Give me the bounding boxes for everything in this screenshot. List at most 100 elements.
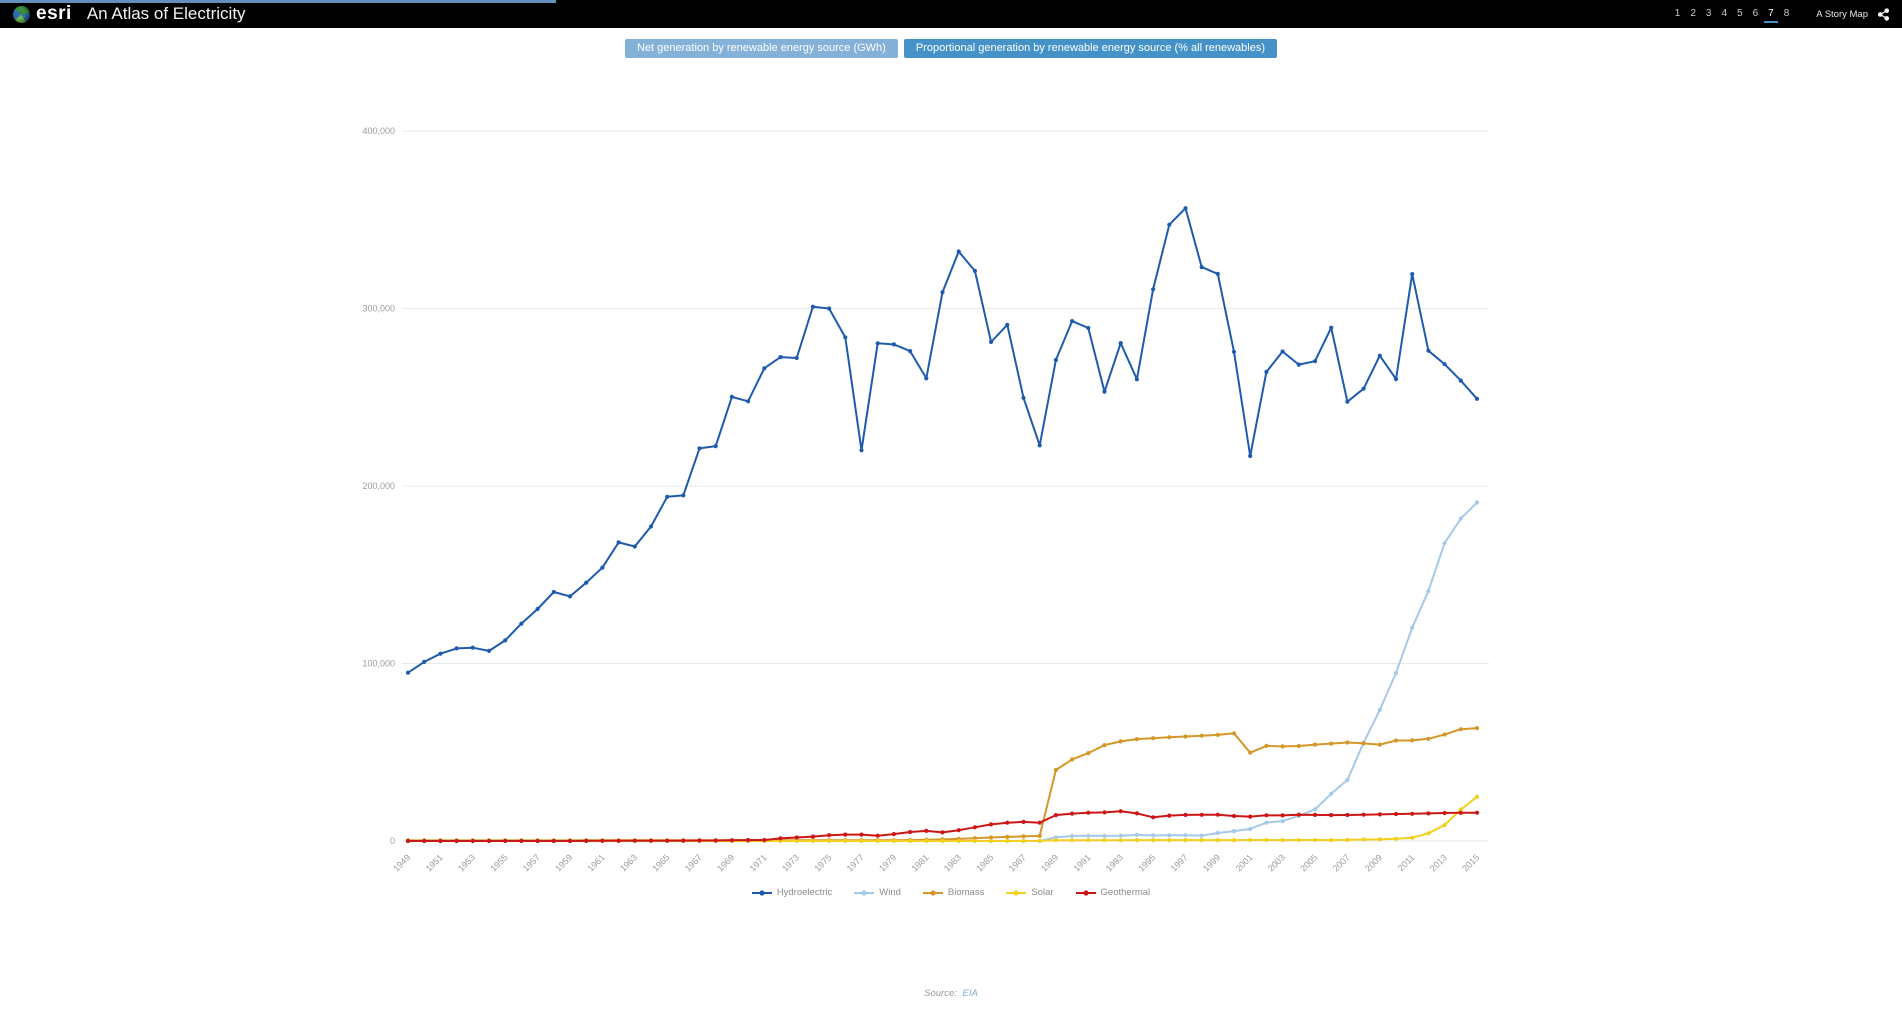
data-point-solar-2004[interactable] bbox=[1296, 837, 1301, 843]
data-point-hydroelectric-1953[interactable] bbox=[470, 645, 475, 650]
data-point-hydroelectric-1996[interactable] bbox=[1167, 222, 1172, 227]
legend-item-wind[interactable]: Wind bbox=[854, 887, 901, 898]
data-point-biomass-1993[interactable] bbox=[1118, 739, 1123, 744]
data-point-hydroelectric-2010[interactable] bbox=[1393, 377, 1399, 382]
data-point-geothermal-1957[interactable] bbox=[535, 838, 540, 844]
data-point-hydroelectric-2012[interactable] bbox=[1426, 348, 1431, 353]
data-point-geothermal-1960[interactable] bbox=[584, 838, 589, 844]
data-point-geothermal-1976[interactable] bbox=[843, 832, 848, 837]
data-point-hydroelectric-1963[interactable] bbox=[632, 544, 637, 549]
data-point-hydroelectric-1986[interactable] bbox=[1005, 322, 1010, 327]
data-point-hydroelectric-2005[interactable] bbox=[1312, 359, 1318, 364]
data-point-geothermal-1986[interactable] bbox=[1005, 820, 1010, 825]
data-point-biomass-2012[interactable] bbox=[1426, 736, 1431, 741]
page-number-2[interactable]: 2 bbox=[1690, 7, 1696, 19]
data-point-biomass-2011[interactable] bbox=[1410, 738, 1415, 743]
data-point-solar-1978[interactable] bbox=[875, 838, 880, 844]
data-point-geothermal-1963[interactable] bbox=[632, 838, 637, 843]
data-point-geothermal-1966[interactable] bbox=[681, 838, 686, 843]
legend-item-biomass[interactable]: Biomass bbox=[922, 887, 984, 898]
data-point-hydroelectric-1959[interactable] bbox=[567, 594, 573, 599]
data-point-solar-2008[interactable] bbox=[1361, 837, 1366, 842]
page-number-7[interactable]: 7 bbox=[1764, 6, 1778, 23]
data-point-geothermal-2003[interactable] bbox=[1280, 813, 1285, 818]
data-point-geothermal-1972[interactable] bbox=[778, 836, 783, 841]
share-icon[interactable] bbox=[1877, 7, 1890, 21]
data-point-hydroelectric-1988[interactable] bbox=[1037, 443, 1042, 448]
data-point-solar-1990[interactable] bbox=[1070, 838, 1075, 843]
data-point-hydroelectric-1974[interactable] bbox=[810, 304, 816, 309]
data-point-wind-2014[interactable] bbox=[1458, 516, 1463, 521]
data-point-geothermal-1988[interactable] bbox=[1037, 820, 1042, 825]
data-point-geothermal-1994[interactable] bbox=[1134, 811, 1139, 816]
page-number-6[interactable]: 6 bbox=[1752, 7, 1759, 19]
data-point-hydroelectric-1999[interactable] bbox=[1215, 271, 1220, 276]
data-point-geothermal-1997[interactable] bbox=[1183, 812, 1188, 818]
data-point-geothermal-1979[interactable] bbox=[891, 832, 897, 837]
data-point-geothermal-1982[interactable] bbox=[940, 830, 945, 835]
data-point-geothermal-2006[interactable] bbox=[1329, 813, 1334, 818]
data-point-geothermal-1970[interactable] bbox=[746, 838, 751, 843]
data-point-geothermal-2007[interactable] bbox=[1345, 812, 1350, 818]
data-point-hydroelectric-1997[interactable] bbox=[1183, 206, 1188, 211]
source-link-eia[interactable]: EIA bbox=[962, 988, 978, 999]
data-point-wind-2000[interactable] bbox=[1231, 829, 1237, 834]
data-point-geothermal-1977[interactable] bbox=[859, 832, 864, 837]
data-point-biomass-1989[interactable] bbox=[1053, 767, 1058, 773]
data-point-solar-1985[interactable] bbox=[989, 838, 994, 844]
data-point-geothermal-1951[interactable] bbox=[438, 838, 443, 844]
data-point-hydroelectric-1969[interactable] bbox=[729, 394, 735, 399]
data-point-geothermal-1973[interactable] bbox=[794, 835, 799, 840]
data-point-hydroelectric-1983[interactable] bbox=[956, 249, 961, 254]
data-point-solar-1981[interactable] bbox=[924, 838, 929, 844]
data-point-biomass-2000[interactable] bbox=[1231, 731, 1237, 736]
data-point-geothermal-1952[interactable] bbox=[454, 838, 459, 844]
data-point-hydroelectric-2013[interactable] bbox=[1442, 362, 1447, 367]
data-point-hydroelectric-1979[interactable] bbox=[891, 342, 897, 347]
data-point-biomass-1990[interactable] bbox=[1070, 757, 1075, 762]
data-point-geothermal-2012[interactable] bbox=[1426, 811, 1431, 816]
data-point-geothermal-1998[interactable] bbox=[1199, 812, 1204, 817]
data-point-hydroelectric-1956[interactable] bbox=[519, 621, 524, 626]
data-point-solar-1976[interactable] bbox=[843, 838, 848, 844]
esri-logo[interactable]: esri bbox=[13, 3, 72, 25]
data-point-biomass-2002[interactable] bbox=[1264, 743, 1269, 749]
data-point-geothermal-1987[interactable] bbox=[1021, 819, 1026, 825]
data-point-geothermal-1955[interactable] bbox=[503, 838, 508, 844]
data-point-hydroelectric-1964[interactable] bbox=[648, 524, 654, 529]
data-point-hydroelectric-1976[interactable] bbox=[843, 335, 848, 340]
data-point-biomass-2004[interactable] bbox=[1296, 743, 1301, 749]
data-point-geothermal-2013[interactable] bbox=[1442, 810, 1447, 816]
data-point-wind-2009[interactable] bbox=[1377, 707, 1382, 713]
data-point-hydroelectric-1982[interactable] bbox=[940, 290, 945, 295]
data-point-solar-2000[interactable] bbox=[1231, 838, 1237, 843]
data-point-wind-2011[interactable] bbox=[1410, 625, 1415, 630]
data-point-biomass-2013[interactable] bbox=[1442, 732, 1447, 737]
data-point-geothermal-2001[interactable] bbox=[1248, 814, 1253, 819]
data-point-wind-2003[interactable] bbox=[1280, 819, 1285, 824]
data-point-solar-1992[interactable] bbox=[1102, 838, 1107, 843]
data-point-solar-2006[interactable] bbox=[1329, 838, 1334, 843]
data-point-solar-2001[interactable] bbox=[1248, 837, 1253, 843]
data-point-solar-1975[interactable] bbox=[827, 838, 832, 844]
data-point-hydroelectric-1967[interactable] bbox=[697, 446, 702, 451]
data-point-solar-2012[interactable] bbox=[1426, 831, 1431, 836]
data-point-hydroelectric-1993[interactable] bbox=[1118, 341, 1123, 346]
data-point-hydroelectric-1972[interactable] bbox=[778, 355, 783, 360]
data-point-hydroelectric-1971[interactable] bbox=[762, 366, 767, 371]
data-point-biomass-1988[interactable] bbox=[1037, 833, 1042, 839]
data-point-solar-1987[interactable] bbox=[1021, 838, 1026, 844]
data-point-biomass-2005[interactable] bbox=[1312, 742, 1318, 747]
data-point-wind-2013[interactable] bbox=[1442, 541, 1447, 546]
data-point-solar-1999[interactable] bbox=[1215, 838, 1220, 843]
data-point-biomass-1996[interactable] bbox=[1167, 735, 1172, 740]
data-point-solar-1996[interactable] bbox=[1167, 838, 1172, 843]
data-point-hydroelectric-1990[interactable] bbox=[1070, 319, 1075, 324]
data-point-geothermal-1984[interactable] bbox=[972, 825, 978, 830]
data-point-solar-1995[interactable] bbox=[1151, 838, 1156, 843]
data-point-geothermal-1949[interactable] bbox=[405, 838, 411, 844]
legend-item-solar[interactable]: Solar bbox=[1006, 887, 1054, 898]
data-point-solar-1977[interactable] bbox=[859, 838, 864, 844]
data-point-hydroelectric-2015[interactable] bbox=[1474, 396, 1480, 401]
data-point-geothermal-1967[interactable] bbox=[697, 838, 702, 843]
